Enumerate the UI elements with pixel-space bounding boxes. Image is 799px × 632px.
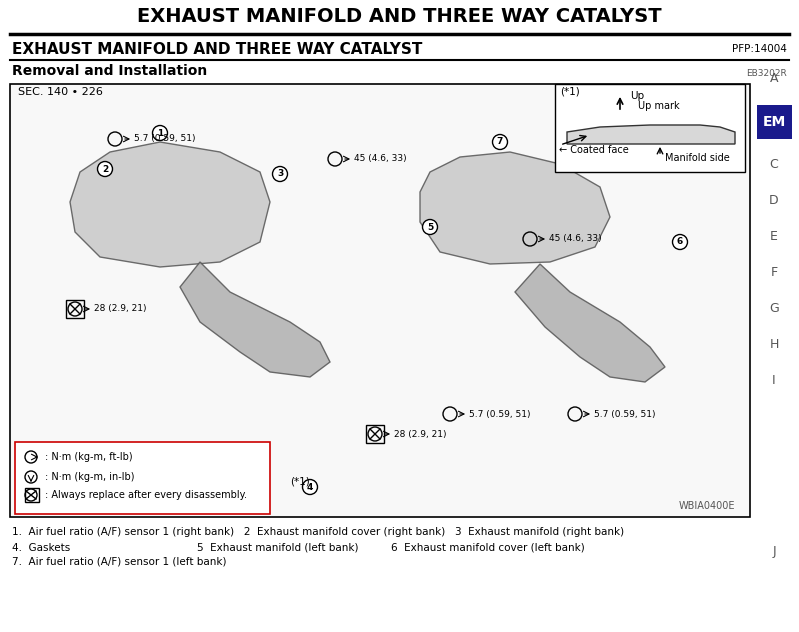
Text: 7: 7 [497,138,503,147]
Text: G: G [769,301,779,315]
Text: Up: Up [630,91,644,101]
Text: SEC. 140 • 226: SEC. 140 • 226 [18,87,103,97]
Text: F: F [770,265,777,279]
Text: EXHAUST MANIFOLD AND THREE WAY CATALYST: EXHAUST MANIFOLD AND THREE WAY CATALYST [137,8,662,27]
FancyBboxPatch shape [757,105,792,139]
Text: 4.  Gaskets                                       5  Exhaust manifold (left bank: 4. Gaskets 5 Exhaust manifold (left bank [12,542,585,552]
Text: 28 (2.9, 21): 28 (2.9, 21) [94,305,146,313]
Bar [66,300,84,318]
Text: 5: 5 [427,222,433,231]
Text: : N·m (kg-m, ft-lb): : N·m (kg-m, ft-lb) [45,452,133,462]
Text: 5.7 (0.59, 51): 5.7 (0.59, 51) [594,410,655,418]
Text: 7.  Air fuel ratio (A/F) sensor 1 (left bank): 7. Air fuel ratio (A/F) sensor 1 (left b… [12,557,226,567]
Text: (*1): (*1) [290,477,310,487]
Text: 28 (2.9, 21): 28 (2.9, 21) [394,430,447,439]
Text: EB3202R: EB3202R [746,70,787,78]
Text: 3: 3 [277,169,283,178]
Bar [366,425,384,443]
Circle shape [492,135,507,150]
Text: 45 (4.6, 33): 45 (4.6, 33) [549,234,602,243]
Polygon shape [70,142,270,267]
Polygon shape [567,125,735,144]
Text: : N·m (kg-m, in-lb): : N·m (kg-m, in-lb) [45,472,134,482]
Bar [25,488,39,502]
Text: 45 (4.6, 33): 45 (4.6, 33) [354,154,407,164]
Polygon shape [180,262,330,377]
Text: 4: 4 [307,482,313,492]
Text: PFP:14004: PFP:14004 [732,44,787,54]
Text: Removal and Installation: Removal and Installation [12,64,207,78]
Polygon shape [420,152,610,264]
Text: (*1): (*1) [560,87,580,97]
Circle shape [97,162,113,176]
Text: 6: 6 [677,238,683,246]
Bar [15,442,270,514]
Bar [10,84,750,517]
Text: 1: 1 [157,128,163,138]
Polygon shape [515,264,665,382]
Text: Up mark: Up mark [638,101,680,111]
Bar [555,84,745,172]
Circle shape [272,166,288,181]
Text: 2: 2 [102,164,108,174]
Text: : Always replace after every disassembly.: : Always replace after every disassembly… [45,490,247,500]
Text: EM: EM [762,115,785,129]
Circle shape [673,234,687,250]
Text: H: H [769,337,779,351]
Text: 1.  Air fuel ratio (A/F) sensor 1 (right bank)   2  Exhaust manifold cover (righ: 1. Air fuel ratio (A/F) sensor 1 (right … [12,527,624,537]
Text: C: C [769,157,778,171]
Text: I: I [772,374,776,387]
Circle shape [423,219,438,234]
Text: E: E [770,229,778,243]
Text: WBIA0400E: WBIA0400E [678,501,735,511]
Text: ← Coated face: ← Coated face [559,145,629,155]
Circle shape [303,480,317,494]
Text: Manifold side: Manifold side [665,153,729,163]
Circle shape [153,126,168,140]
Text: J: J [772,545,776,559]
Text: EXHAUST MANIFOLD AND THREE WAY CATALYST: EXHAUST MANIFOLD AND THREE WAY CATALYST [12,42,423,56]
Text: A: A [769,73,778,85]
Text: D: D [769,193,779,207]
Text: 5.7 (0.59, 51): 5.7 (0.59, 51) [469,410,531,418]
Text: 5.7 (0.59, 51): 5.7 (0.59, 51) [134,135,196,143]
